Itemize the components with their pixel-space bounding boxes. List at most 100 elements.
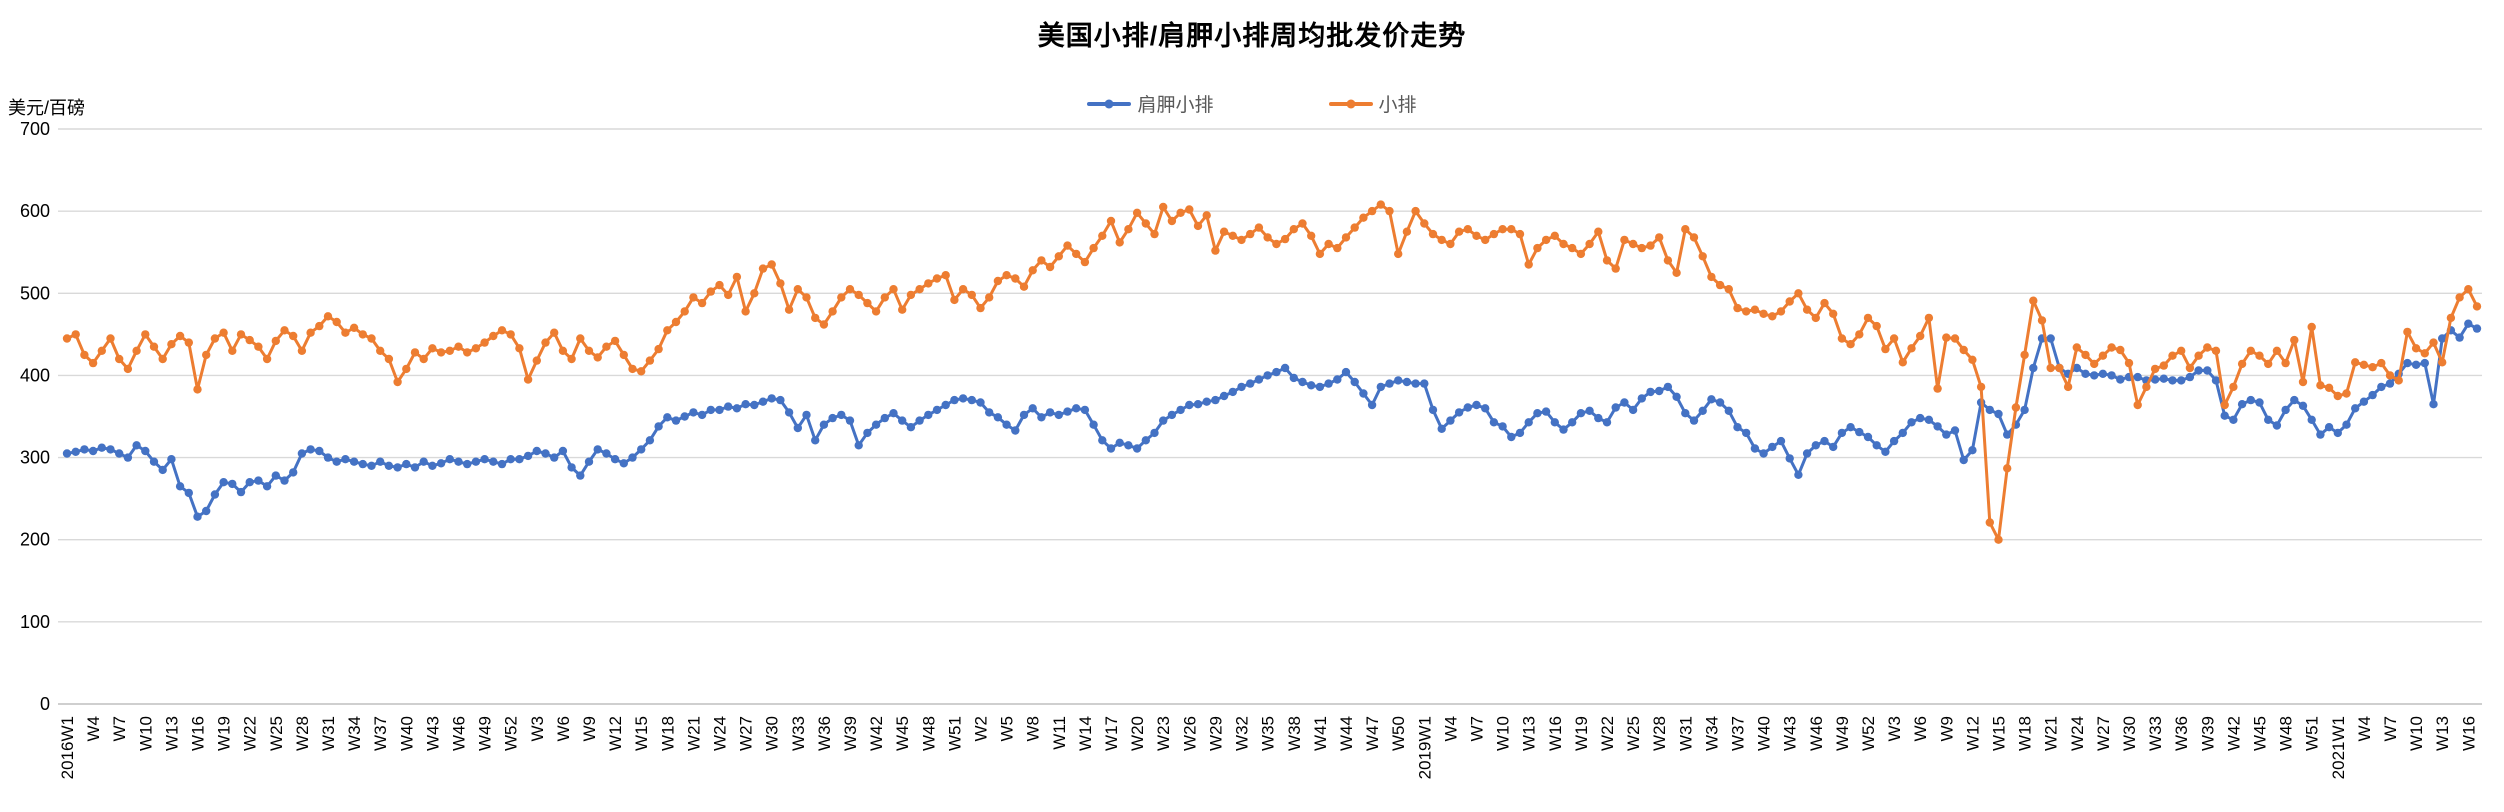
data-point (863, 298, 872, 308)
data-point (1559, 239, 1568, 249)
data-point (1333, 375, 1342, 384)
data-point (1724, 285, 1734, 294)
data-point (1550, 231, 1560, 240)
data-point (1263, 371, 1272, 380)
x-tick-label: W43 (423, 716, 442, 751)
data-point (2246, 346, 2255, 355)
data-point (1132, 208, 1142, 217)
data-point (1324, 379, 1333, 388)
data-point (1541, 407, 1551, 416)
data-point (1968, 355, 1977, 364)
x-tick-label: W7 (2381, 716, 2400, 742)
data-point (1750, 444, 1760, 453)
data-point (845, 285, 855, 294)
data-point (2090, 371, 2099, 380)
data-point (167, 455, 176, 464)
data-point (271, 471, 280, 480)
data-point (1507, 225, 1516, 234)
data-point (1924, 415, 1934, 424)
x-tick-label: W34 (345, 716, 364, 751)
data-point (1681, 409, 1690, 418)
x-tick-label: W3 (528, 716, 547, 742)
data-point (1124, 441, 1133, 450)
data-point (2342, 389, 2351, 398)
data-point (306, 445, 315, 454)
data-point (1420, 379, 1429, 388)
data-point (2394, 376, 2403, 385)
data-point (1924, 313, 1934, 323)
data-point (1394, 249, 1403, 259)
data-point (506, 330, 515, 339)
data-point (1080, 257, 1090, 267)
data-point (1985, 518, 1995, 527)
data-point (1820, 298, 1829, 308)
x-tick-label: W44 (1337, 716, 1356, 751)
x-tick-label: W4 (2355, 716, 2374, 742)
data-point (1855, 330, 1864, 339)
data-point (1802, 305, 1812, 314)
x-tick-label: W36 (2172, 716, 2191, 751)
x-tick-label: W5 (998, 716, 1017, 742)
data-point (1193, 400, 1203, 409)
x-tick-label: W33 (2146, 716, 2165, 751)
data-point (80, 445, 89, 454)
legend-line-marker-orange-icon (1328, 99, 1373, 108)
data-point (1228, 231, 1238, 240)
data-point (2020, 350, 2029, 360)
data-point (1463, 225, 1473, 234)
data-point (915, 285, 924, 294)
data-point (1289, 225, 1299, 234)
legend-item-jianjia-xiaopai: 肩胛小排 (1087, 90, 1214, 117)
data-point (758, 397, 768, 406)
x-tick-label: W8 (1024, 716, 1043, 742)
data-point (1289, 373, 1299, 383)
data-point (1898, 358, 1908, 367)
data-point (1907, 344, 1916, 353)
data-point (2081, 350, 2090, 360)
data-point (2107, 343, 2116, 352)
data-point (593, 445, 602, 454)
data-point (1341, 367, 1351, 377)
data-point (1350, 223, 1359, 232)
data-point (1533, 243, 1542, 253)
data-point (349, 323, 359, 332)
data-point (2411, 344, 2421, 353)
data-point (1715, 398, 1725, 407)
data-point (1019, 282, 1029, 291)
data-point (550, 453, 559, 462)
x-tick-label: W14 (1076, 716, 1095, 751)
data-point (1576, 409, 1586, 418)
data-point (384, 354, 394, 364)
data-point (1402, 377, 1412, 387)
data-point (584, 346, 594, 355)
data-point (367, 334, 376, 343)
data-point (1202, 211, 1211, 220)
data-point (1602, 256, 1612, 265)
data-point (1846, 423, 1855, 432)
data-point (602, 449, 611, 458)
data-point (202, 350, 211, 360)
x-tick-label: W47 (1363, 716, 1382, 751)
data-point (289, 331, 298, 341)
data-point (2255, 351, 2264, 360)
series-markers-1 (62, 200, 2482, 544)
data-point (315, 446, 324, 456)
data-point (2385, 371, 2395, 380)
data-point (1942, 333, 1951, 342)
data-point (210, 490, 220, 499)
data-point (2229, 415, 2238, 424)
data-point (732, 404, 742, 413)
data-point (384, 461, 394, 470)
data-point (645, 356, 655, 365)
data-point (106, 445, 115, 454)
data-point (1837, 428, 1847, 438)
data-point (2150, 375, 2160, 384)
data-point (1324, 239, 1333, 249)
data-point (1733, 303, 1742, 313)
data-point (950, 295, 959, 305)
data-point (1829, 309, 1838, 318)
x-tick-label: W46 (450, 716, 469, 751)
data-point (2455, 293, 2464, 302)
data-point (1785, 454, 1794, 463)
x-tick-label: W30 (2120, 716, 2139, 751)
